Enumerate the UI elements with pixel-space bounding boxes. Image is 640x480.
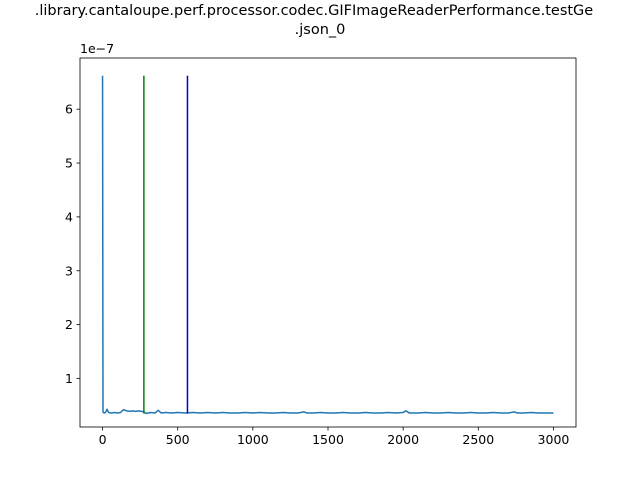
plot-frame <box>79 57 577 428</box>
series-layer <box>101 75 554 415</box>
y-axis-offset-label: 1e−7 <box>80 41 114 56</box>
chart-title-line-1: .library.cantaloupe.perf.processor.codec… <box>34 3 594 19</box>
x-tick-label: 1000 <box>237 432 269 447</box>
x-tick-label: 500 <box>166 432 190 447</box>
x-tick-label: 3000 <box>538 432 570 447</box>
x-tick-label: 2000 <box>387 432 419 447</box>
y-axis: 1 2 3 4 5 6 <box>65 102 80 386</box>
x-tick-label: 2500 <box>462 432 494 447</box>
x-tick-label: 0 <box>99 432 107 447</box>
y-tick-label: 4 <box>65 209 73 224</box>
y-tick-label: 2 <box>65 317 73 332</box>
x-axis: 0 500 1000 1500 2000 2500 3000 <box>99 427 570 447</box>
x-tick-label: 1500 <box>312 432 344 447</box>
y-tick-label: 5 <box>65 156 73 171</box>
y-tick-label: 1 <box>65 371 73 386</box>
series-line-1 <box>101 75 554 415</box>
y-tick-label: 6 <box>65 102 73 117</box>
y-tick-label: 3 <box>65 263 73 278</box>
chart-title: .library.cantaloupe.perf.processor.codec… <box>0 0 640 44</box>
chart-title-line-2: .json_0 <box>294 22 346 38</box>
